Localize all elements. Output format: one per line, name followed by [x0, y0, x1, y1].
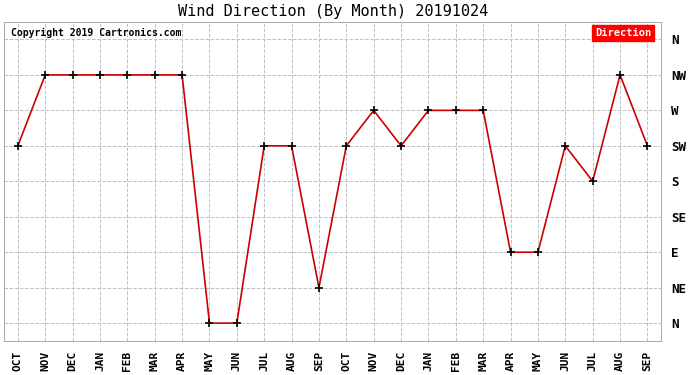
Text: Copyright 2019 Cartronics.com: Copyright 2019 Cartronics.com: [11, 28, 181, 38]
Text: Direction: Direction: [595, 28, 651, 38]
Title: Wind Direction (By Month) 20191024: Wind Direction (By Month) 20191024: [177, 4, 488, 19]
